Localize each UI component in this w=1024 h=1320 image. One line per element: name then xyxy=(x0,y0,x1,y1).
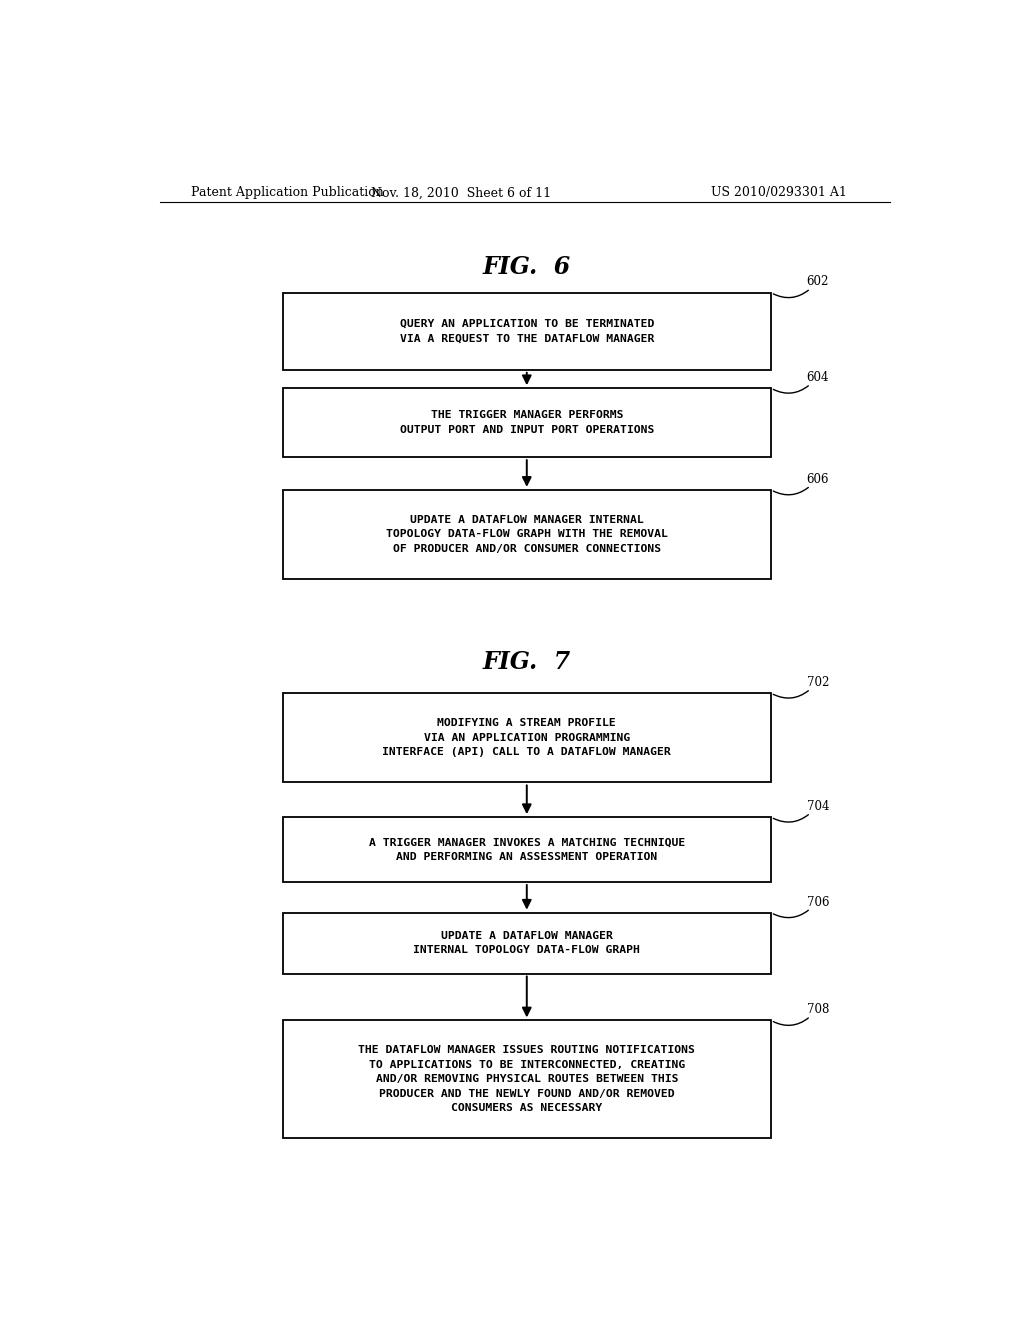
Text: 706: 706 xyxy=(807,895,829,908)
Text: Patent Application Publication: Patent Application Publication xyxy=(191,186,384,199)
Text: 606: 606 xyxy=(807,473,829,486)
Bar xyxy=(283,1020,771,1138)
Bar xyxy=(283,693,771,783)
Text: US 2010/0293301 A1: US 2010/0293301 A1 xyxy=(711,186,847,199)
Text: THE DATAFLOW MANAGER ISSUES ROUTING NOTIFICATIONS
TO APPLICATIONS TO BE INTERCON: THE DATAFLOW MANAGER ISSUES ROUTING NOTI… xyxy=(358,1045,695,1113)
Text: 704: 704 xyxy=(807,800,829,813)
Bar xyxy=(283,490,771,579)
Text: FIG.  6: FIG. 6 xyxy=(482,255,571,279)
Bar xyxy=(283,817,771,882)
Text: Nov. 18, 2010  Sheet 6 of 11: Nov. 18, 2010 Sheet 6 of 11 xyxy=(372,186,551,199)
Text: FIG.  7: FIG. 7 xyxy=(482,649,571,673)
Text: QUERY AN APPLICATION TO BE TERMINATED
VIA A REQUEST TO THE DATAFLOW MANAGER: QUERY AN APPLICATION TO BE TERMINATED VI… xyxy=(399,319,654,343)
Bar xyxy=(283,912,771,974)
Text: A TRIGGER MANAGER INVOKES A MATCHING TECHNIQUE
AND PERFORMING AN ASSESSMENT OPER: A TRIGGER MANAGER INVOKES A MATCHING TEC… xyxy=(369,837,685,862)
Text: 604: 604 xyxy=(807,371,829,384)
Text: THE TRIGGER MANAGER PERFORMS
OUTPUT PORT AND INPUT PORT OPERATIONS: THE TRIGGER MANAGER PERFORMS OUTPUT PORT… xyxy=(399,411,654,434)
Bar xyxy=(283,388,771,457)
Text: UPDATE A DATAFLOW MANAGER INTERNAL
TOPOLOGY DATA-FLOW GRAPH WITH THE REMOVAL
OF : UPDATE A DATAFLOW MANAGER INTERNAL TOPOL… xyxy=(386,515,668,554)
Text: 702: 702 xyxy=(807,676,828,689)
Text: UPDATE A DATAFLOW MANAGER
INTERNAL TOPOLOGY DATA-FLOW GRAPH: UPDATE A DATAFLOW MANAGER INTERNAL TOPOL… xyxy=(414,931,640,956)
Text: 708: 708 xyxy=(807,1003,828,1016)
Text: MODIFYING A STREAM PROFILE
VIA AN APPLICATION PROGRAMMING
INTERFACE (API) CALL T: MODIFYING A STREAM PROFILE VIA AN APPLIC… xyxy=(382,718,671,758)
Bar xyxy=(283,293,771,370)
Text: 602: 602 xyxy=(807,276,828,289)
